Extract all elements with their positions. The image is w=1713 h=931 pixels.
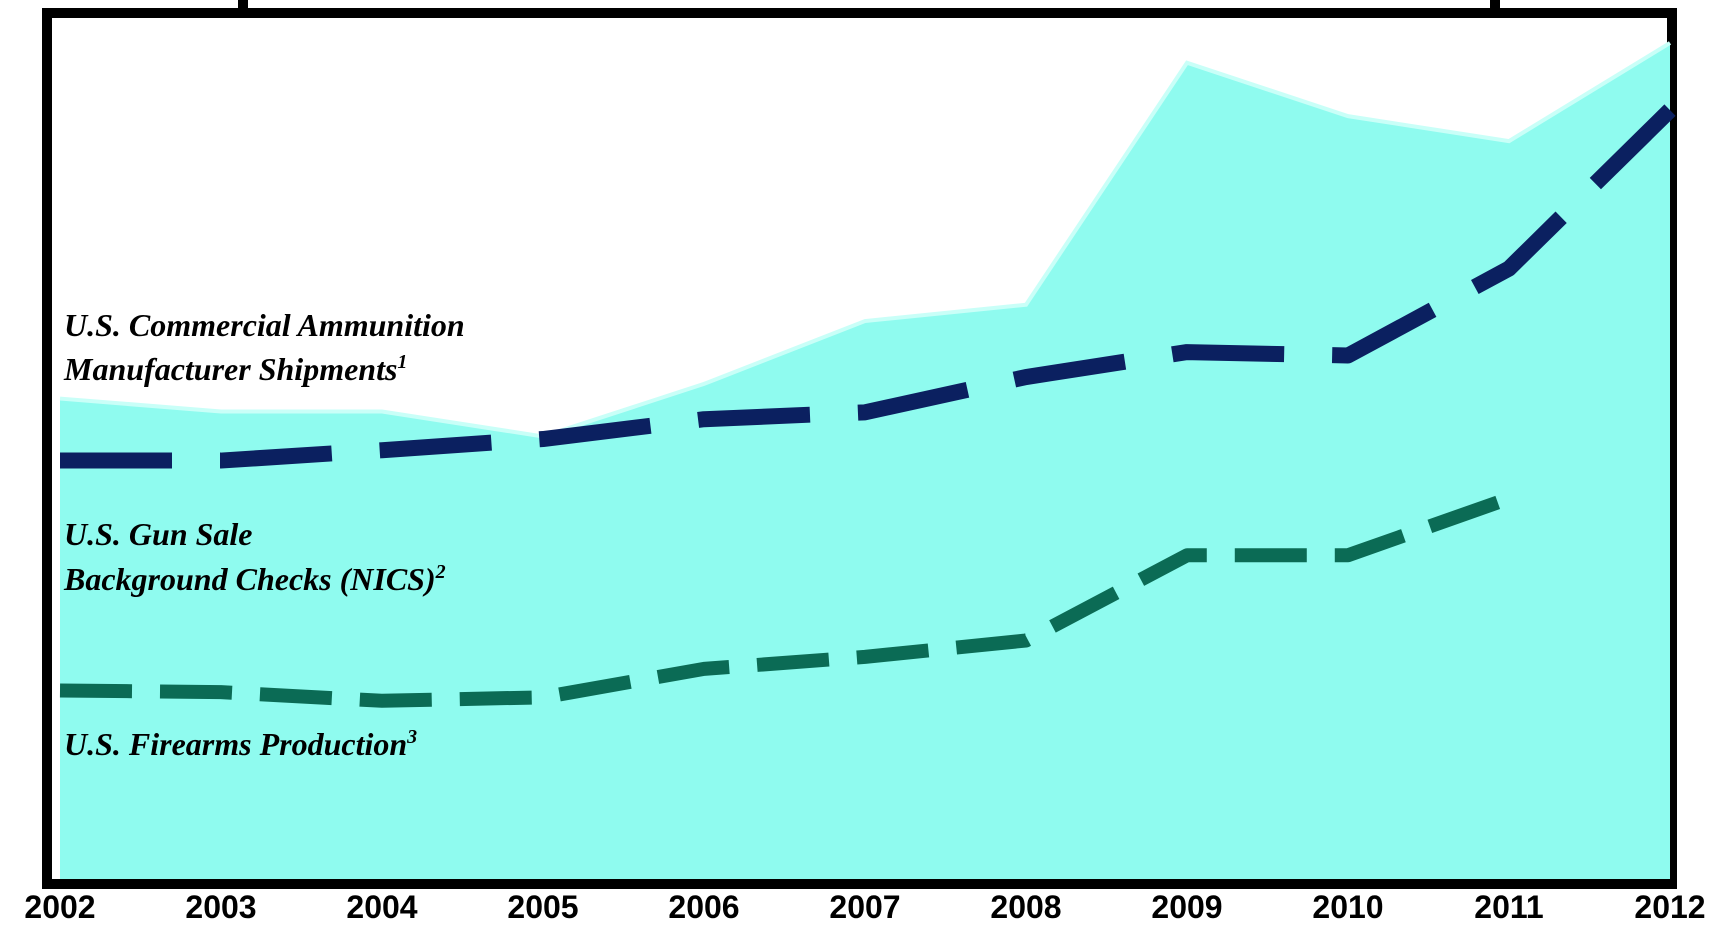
x-tick-label-2007: 2007 [829,889,900,925]
label-ammunition-line1: U.S. Commercial Ammunition [64,307,465,343]
series-area-ammunition [60,42,1670,880]
label-firearms: U.S. Firearms Production3 [64,726,417,762]
x-tick-label-2006: 2006 [668,889,739,925]
x-tick-label-2003: 2003 [185,889,256,925]
x-tick-label-2012: 2012 [1634,889,1705,925]
x-tick-label-2010: 2010 [1312,889,1383,925]
label-nics-line1: U.S. Gun Sale [64,516,253,552]
x-axis: 2002 2003 2004 2005 2006 2007 2008 2009 2010 2011… [24,889,1705,925]
x-tick-label-2005: 2005 [507,889,578,925]
series-line-nics [60,104,1676,469]
x-tick-label-2009: 2009 [1151,889,1222,925]
x-tick-label-2002: 2002 [24,889,95,925]
label-nics-line2: Background Checks (NICS)2 [63,561,446,597]
plot-area [59,41,1676,880]
x-tick-label-2008: 2008 [990,889,1061,925]
series-line-firearms [59,491,1512,708]
x-tick-label-2004: 2004 [346,889,417,925]
label-ammunition-line2: Manufacturer Shipments1 [63,351,407,387]
x-tick-label-2011: 2011 [1474,889,1543,925]
series-labels: U.S. Commercial Ammunition Manufacturer … [63,307,465,762]
